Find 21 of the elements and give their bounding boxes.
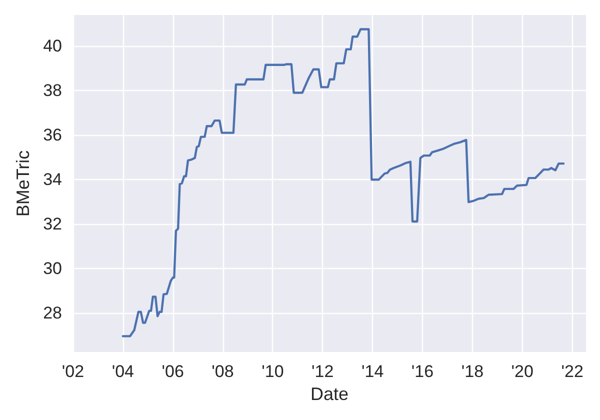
x-axis-title: Date: [310, 384, 349, 404]
y-tick-label: 34: [43, 170, 62, 190]
y-tick-label: 36: [43, 126, 62, 145]
x-tick-label: '10: [262, 362, 284, 381]
y-tick-label: 40: [43, 36, 62, 56]
x-tick-label: '20: [511, 362, 534, 381]
x-tick-label: '14: [362, 362, 384, 381]
x-tick-label: '12: [312, 362, 334, 381]
x-tick-label: '08: [212, 362, 234, 381]
x-tick-label: '22: [561, 362, 584, 381]
y-axis-title: BMeTric: [13, 150, 33, 217]
y-tick-label: 30: [43, 259, 62, 278]
x-tick-label: '02: [62, 362, 84, 381]
y-tick-label: 38: [43, 81, 62, 100]
x-tick-label: '16: [411, 362, 434, 381]
x-tick-label: '18: [461, 362, 484, 381]
line-series: [122, 28, 565, 338]
y-tick-label: 32: [43, 214, 62, 234]
x-tick-label: '06: [162, 362, 184, 381]
x-tick-label: '04: [112, 362, 134, 381]
y-tick-label: 28: [43, 304, 62, 323]
